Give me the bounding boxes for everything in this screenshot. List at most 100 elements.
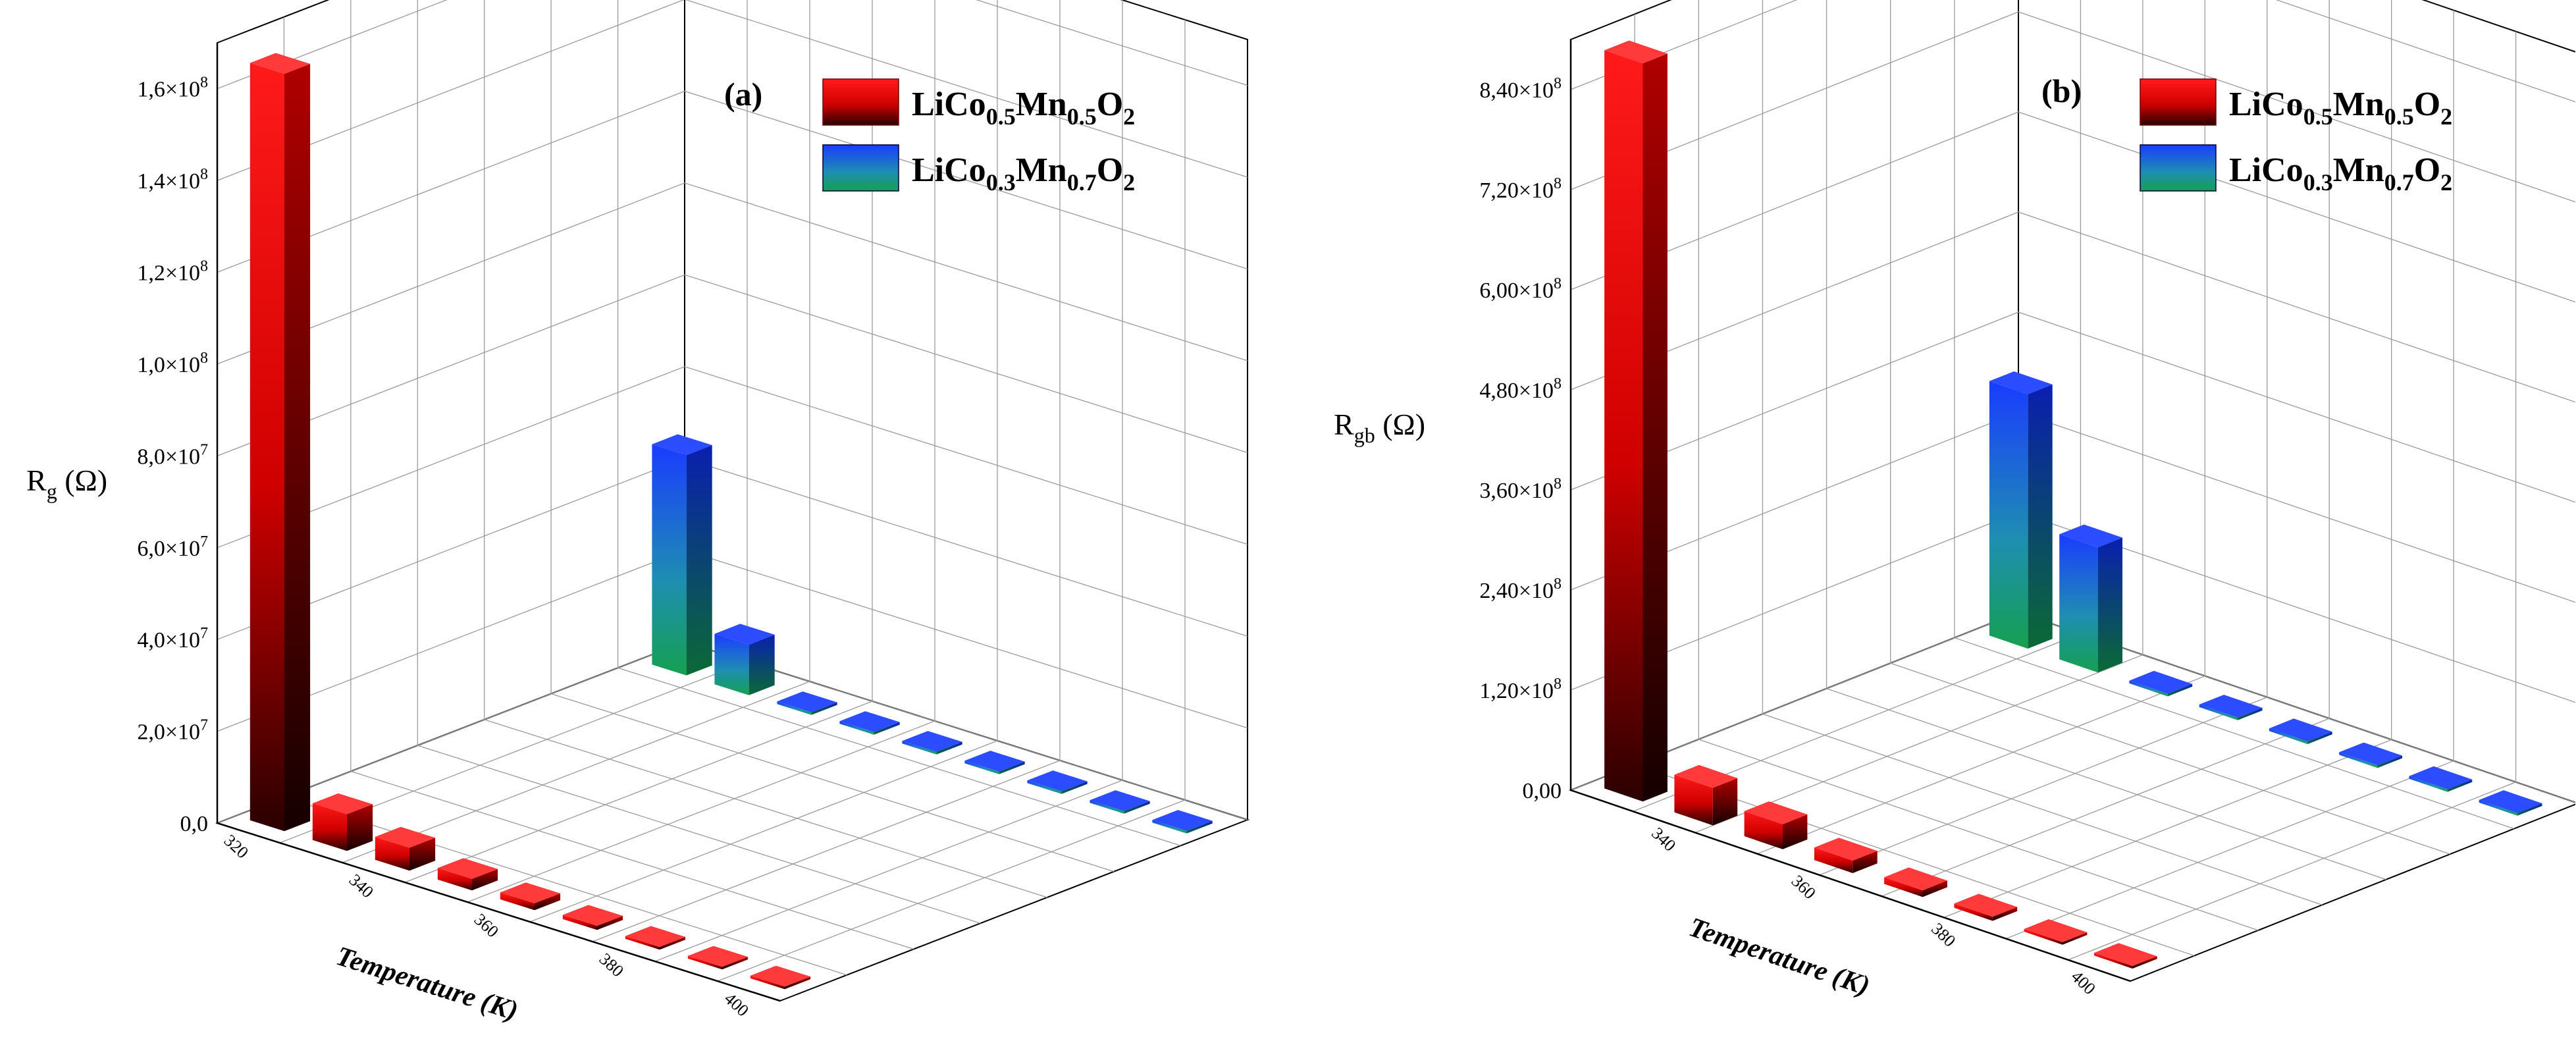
bar (652, 434, 712, 676)
bar-top (2199, 695, 2263, 718)
bar (1027, 770, 1088, 794)
gridline-floor (1819, 697, 2268, 876)
bar (839, 711, 900, 735)
x-tick-label: 320 (221, 831, 252, 863)
bar (2269, 718, 2332, 745)
bar (2409, 766, 2473, 792)
bar (375, 826, 436, 871)
bar (1989, 371, 2053, 649)
bar-side (1643, 53, 1668, 802)
legend-swatch (2140, 78, 2217, 126)
chart-panel-b: 0,00 1,20×108 2,40×108 3,60×108 4,80×108 6,00… (1288, 0, 2576, 1040)
bar-side (409, 838, 436, 871)
bar (2479, 790, 2542, 816)
legend-label: LiCo0.5Mn0.5O2 (912, 86, 1135, 130)
x-tick-label: 380 (1928, 919, 1959, 951)
bar-front (1090, 800, 1124, 814)
bar (1954, 894, 2018, 921)
gridline-floor (592, 760, 1061, 942)
y-tick-label: 4,0×107 (137, 625, 208, 653)
y-tick-label: 1,0×108 (137, 350, 208, 377)
chart-walls (215, 0, 1250, 1002)
bar (750, 965, 811, 990)
bar-top (1027, 770, 1088, 791)
gridline-floor (1890, 662, 2450, 855)
bar (250, 53, 311, 832)
gridline-floor (529, 740, 998, 923)
bar-side (2132, 956, 2157, 969)
bar (1152, 810, 1213, 834)
y-tick-label: 3,60×108 (1479, 475, 1562, 503)
legend-swatch (2140, 144, 2217, 192)
gridline-floor (1826, 688, 2386, 880)
bar-front (2269, 728, 2308, 745)
bar-front (1027, 780, 1062, 794)
bar-side (347, 804, 373, 851)
y-tick-label: 7,20×108 (1479, 175, 1562, 203)
bar (1744, 801, 1808, 849)
bar-front (562, 915, 597, 930)
bars (250, 53, 1213, 990)
bar (777, 691, 837, 715)
gridline-floor (654, 780, 1123, 962)
bar-side (811, 702, 837, 715)
gridline-floor (1698, 739, 2259, 931)
bar-side (2167, 683, 2193, 697)
bar (500, 882, 561, 911)
x-tick-label: 400 (721, 989, 752, 1021)
bar-top (375, 826, 436, 848)
bar-top (2269, 718, 2332, 742)
bar-top (1954, 894, 2018, 917)
bar (562, 905, 623, 930)
bar-top (1604, 40, 1668, 64)
bar-side (999, 761, 1025, 774)
gridline-floor (284, 797, 847, 976)
bar-top (2059, 524, 2122, 548)
bar-side (2028, 384, 2053, 649)
axis-frame (216, 43, 781, 1002)
bar-top (652, 434, 712, 456)
y-tick-label: 1,20×108 (1479, 676, 1562, 703)
bar-front (1884, 877, 1923, 897)
bar-front (2093, 953, 2133, 969)
bar-side (2307, 732, 2332, 745)
bar-front (375, 836, 409, 871)
bar-side (535, 893, 561, 911)
bar-front (687, 955, 722, 970)
x-tick-label: 380 (596, 949, 627, 981)
bar-front (777, 701, 812, 715)
y-tick-label: 8,40×108 (1479, 75, 1562, 103)
bar-front (625, 936, 660, 950)
gridline-floor (350, 770, 914, 950)
legend-label: LiCo0.3Mn0.7O2 (2229, 151, 2452, 196)
bar (2129, 670, 2193, 697)
gridline-floor (404, 701, 873, 883)
bar-front (437, 868, 472, 891)
bar-front (2024, 928, 2063, 945)
bar-top (1152, 810, 1213, 831)
bar-side (2238, 708, 2263, 720)
bar-top (562, 905, 623, 926)
bar-top (312, 793, 373, 815)
bar (1674, 764, 1738, 826)
bar-front (714, 633, 749, 695)
legend: LiCo0.5Mn0.5O2 LiCo0.3Mn0.7O2 (822, 78, 1135, 196)
bar-side (686, 445, 712, 676)
x-tick-label: 340 (1648, 824, 1679, 855)
y-tick-labels: 0,0 2,0×107 4,0×107 6,0×107 8,0×107 1,0×108 1,… (137, 74, 208, 836)
bar-side (284, 64, 311, 832)
bar-side (874, 722, 900, 735)
bar-top (1090, 790, 1150, 811)
gridline-floor (467, 720, 935, 903)
gridline-floor (417, 745, 981, 924)
bar (437, 858, 498, 891)
bar-side (1853, 851, 1878, 873)
bar (625, 926, 686, 950)
y-tick-label: 8,0×107 (137, 441, 208, 469)
bar-side (2063, 932, 2088, 945)
gridline-floor (717, 799, 1186, 982)
bar-top (1989, 371, 2053, 394)
y-axis-label: Rgb (Ω) (1334, 408, 1425, 447)
chart-walls (1569, 0, 2576, 982)
bar-side (1922, 880, 1947, 897)
